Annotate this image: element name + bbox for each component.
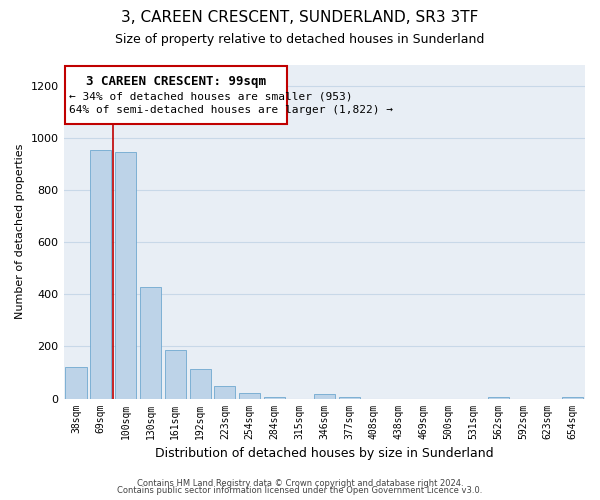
Text: ← 34% of detached houses are smaller (953): ← 34% of detached houses are smaller (95… xyxy=(68,91,352,101)
Text: 3 CAREEN CRESCENT: 99sqm: 3 CAREEN CRESCENT: 99sqm xyxy=(86,76,266,88)
Bar xyxy=(115,152,136,398)
Text: 3, CAREEN CRESCENT, SUNDERLAND, SR3 3TF: 3, CAREEN CRESCENT, SUNDERLAND, SR3 3TF xyxy=(121,10,479,25)
Text: Contains HM Land Registry data © Crown copyright and database right 2024.: Contains HM Land Registry data © Crown c… xyxy=(137,478,463,488)
Bar xyxy=(314,394,335,398)
Text: 64% of semi-detached houses are larger (1,822) →: 64% of semi-detached houses are larger (… xyxy=(68,106,392,116)
Bar xyxy=(65,368,86,398)
Bar xyxy=(90,150,112,398)
X-axis label: Distribution of detached houses by size in Sunderland: Distribution of detached houses by size … xyxy=(155,447,494,460)
Text: Contains public sector information licensed under the Open Government Licence v3: Contains public sector information licen… xyxy=(118,486,482,495)
Bar xyxy=(140,286,161,399)
Bar xyxy=(190,369,211,398)
Bar xyxy=(214,386,235,398)
Bar xyxy=(165,350,186,399)
Text: Size of property relative to detached houses in Sunderland: Size of property relative to detached ho… xyxy=(115,32,485,46)
Y-axis label: Number of detached properties: Number of detached properties xyxy=(15,144,25,320)
Bar xyxy=(65,66,287,124)
Bar xyxy=(239,394,260,398)
